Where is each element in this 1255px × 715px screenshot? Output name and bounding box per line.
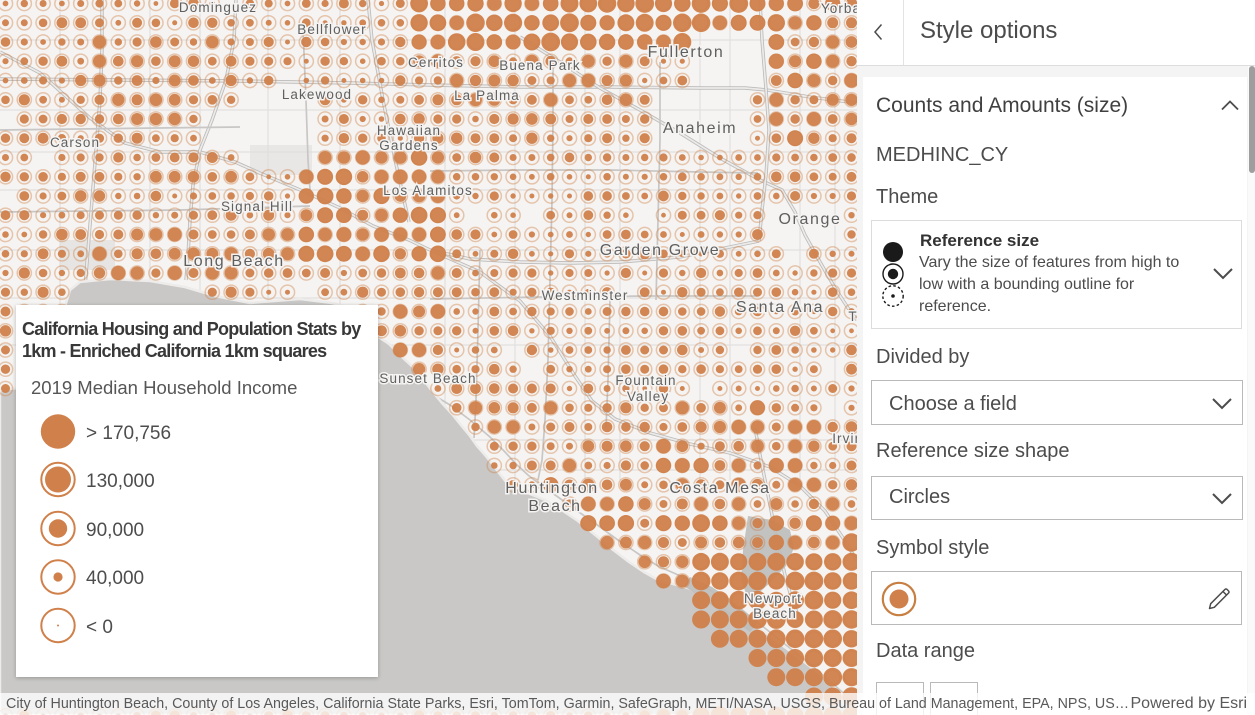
- svg-text:90,000: 90,000: [86, 520, 144, 541]
- svg-text:Yorba: Yorba: [821, 1, 857, 16]
- svg-text:> 170,756: > 170,756: [86, 423, 171, 444]
- svg-text:T: T: [848, 309, 857, 324]
- svg-text:Westminster: Westminster: [542, 288, 629, 303]
- svg-text:Valley: Valley: [627, 389, 669, 404]
- svg-text:Lakewood: Lakewood: [282, 87, 352, 102]
- svg-text:Beach: Beach: [753, 606, 797, 621]
- svg-text:Orange: Orange: [779, 211, 842, 228]
- svg-text:Signal Hill: Signal Hill: [221, 199, 293, 214]
- svg-text:La Palma: La Palma: [454, 88, 520, 103]
- svg-text:Irvine: Irvine: [832, 431, 857, 446]
- svg-text:40,000: 40,000: [86, 568, 144, 589]
- svg-text:Santa Ana: Santa Ana: [736, 299, 824, 316]
- svg-text:Fountain: Fountain: [615, 373, 676, 388]
- svg-text:Anaheim: Anaheim: [663, 120, 737, 137]
- svg-text:Newport: Newport: [744, 591, 802, 606]
- svg-text:130,000: 130,000: [86, 471, 155, 492]
- svg-text:Beach: Beach: [528, 498, 581, 515]
- svg-text:Huntington: Huntington: [505, 480, 598, 497]
- svg-text:Carson: Carson: [50, 135, 100, 150]
- svg-text:Dominguez: Dominguez: [179, 0, 257, 15]
- svg-text:Hawaiian: Hawaiian: [377, 123, 441, 138]
- svg-text:Fullerton: Fullerton: [648, 44, 725, 61]
- svg-text:< 0: < 0: [86, 617, 113, 638]
- svg-text:Gardens: Gardens: [379, 138, 438, 153]
- svg-text:Los Alamitos: Los Alamitos: [383, 183, 473, 198]
- svg-text:Sunset Beach: Sunset Beach: [379, 371, 476, 386]
- svg-text:Bellflower: Bellflower: [297, 22, 367, 37]
- svg-text:Cerritos: Cerritos: [408, 55, 464, 70]
- svg-text:Long Beach: Long Beach: [183, 253, 284, 270]
- svg-text:Costa Mesa: Costa Mesa: [669, 480, 770, 497]
- svg-text:Garden Grove: Garden Grove: [600, 242, 721, 259]
- svg-text:Buena Park: Buena Park: [499, 58, 581, 73]
